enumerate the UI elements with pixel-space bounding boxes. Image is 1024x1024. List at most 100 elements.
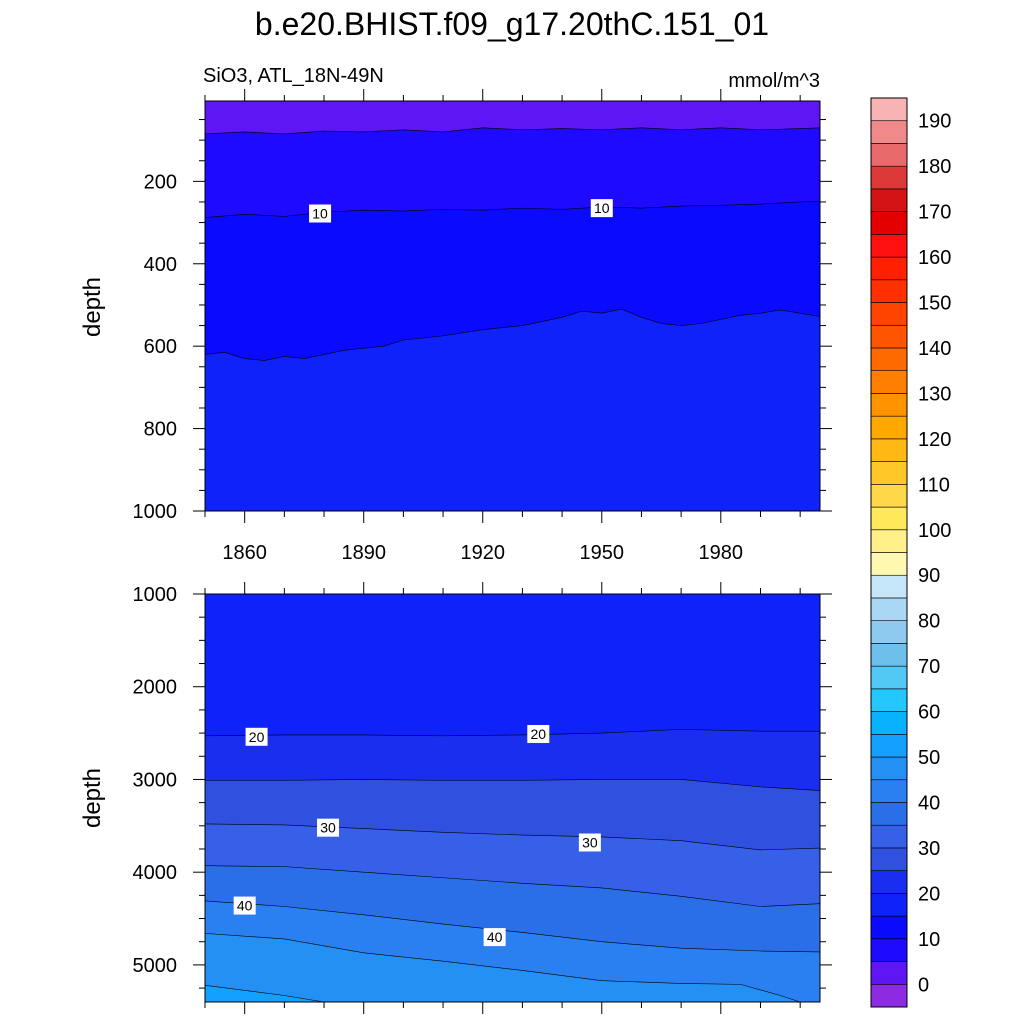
colorbar-tick-label: 180: [918, 156, 951, 178]
svg-text:10: 10: [594, 200, 610, 216]
colorbar-swatch: [870, 643, 908, 667]
y-tick-label: 2000: [133, 677, 178, 699]
colorbar-swatch: [870, 620, 908, 644]
colorbar-swatch: [870, 302, 908, 326]
colorbar-tick-label: 30: [918, 838, 940, 860]
svg-text:30: 30: [582, 835, 598, 851]
x-tick-label: 1950: [580, 542, 625, 564]
colorbar-swatch: [870, 665, 908, 690]
colorbar-swatch: [870, 779, 908, 803]
contour-band-45: [205, 933, 801, 1002]
colorbar-tick-label: 160: [918, 247, 951, 269]
colorbar-tick-label: 190: [918, 111, 951, 133]
colorbar-swatch: [870, 143, 908, 167]
colorbar: 0 10 20 30 40 50 60 70 80 90 100 110 120 130 140 150 160…: [870, 97, 951, 1008]
colorbar-tick-label: 90: [918, 565, 940, 587]
colorbar-tick-label: 130: [918, 383, 951, 405]
colorbar-swatch: [870, 484, 908, 508]
colorbar-swatch: [870, 938, 908, 962]
colorbar-swatch: [870, 847, 908, 871]
y-tick-label: 3000: [133, 769, 178, 791]
colorbar-swatch: [870, 256, 908, 281]
y-axis-label-upper: depth: [79, 277, 106, 337]
svg-text:10: 10: [312, 205, 328, 221]
colorbar-tick-label: 120: [918, 429, 951, 451]
colorbar-tick-label: 40: [918, 792, 940, 814]
colorbar-tick-label: 50: [918, 747, 940, 769]
contour-line-35: [205, 865, 820, 907]
colorbar-tick-label: 70: [918, 656, 940, 678]
colorbar-swatch: [870, 529, 908, 553]
colorbar-swatch: [870, 552, 908, 576]
colorbar-swatch: [870, 915, 908, 940]
colorbar-tick-label: 100: [918, 520, 951, 542]
svg-text:40: 40: [237, 898, 253, 914]
colorbar-swatch: [870, 370, 908, 394]
colorbar-swatch: [870, 165, 908, 190]
plot-frame: [204, 100, 821, 512]
colorbar-tick-label: 140: [918, 338, 951, 360]
y-tick-label: 600: [144, 336, 177, 358]
colorbar-tick-label: 0: [918, 974, 929, 996]
colorbar-swatch: [870, 188, 908, 212]
y-tick-label: 4000: [133, 862, 178, 884]
colorbar-swatch: [870, 893, 908, 917]
colorbar-swatch: [870, 574, 908, 599]
colorbar-swatch: [870, 983, 908, 1008]
colorbar-swatch: [870, 120, 908, 144]
contour-line-50: [205, 985, 325, 1002]
colorbar-swatch: [870, 347, 908, 372]
colorbar-frame: [870, 97, 908, 1008]
colorbar-tick-label: 60: [918, 702, 940, 724]
colorbar-swatch: [870, 733, 908, 758]
colorbar-swatch: [870, 211, 908, 235]
colorbar-swatch: [870, 961, 908, 985]
chart-title: b.e20.BHIST.f09_g17.20thC.151_01: [254, 6, 770, 42]
contour-line-15: [205, 308, 820, 361]
colorbar-swatch: [870, 393, 908, 417]
contour-band-15: [205, 309, 820, 511]
contour-label: 30: [578, 833, 601, 852]
contour-label: 40: [233, 896, 256, 915]
y-tick-label: 5000: [133, 955, 178, 977]
y-tick-label: 1000: [133, 501, 178, 523]
contour-line-5: [205, 127, 820, 135]
colorbar-swatch: [870, 802, 908, 826]
contour-line-25: [205, 779, 820, 791]
svg-text:20: 20: [531, 726, 547, 742]
colorbar-tick-label: 80: [918, 611, 940, 633]
x-tick-label: 1890: [341, 542, 386, 564]
x-tick-label: 1920: [460, 542, 505, 564]
units-label: mmol/m^3: [728, 70, 820, 92]
colorbar-tick-label: 110: [918, 474, 950, 496]
contour-label: 10: [309, 204, 332, 223]
colorbar-swatch: [870, 756, 908, 781]
contour-label: 20: [245, 727, 268, 746]
contour-label: 30: [317, 818, 339, 837]
y-tick-label: 200: [144, 171, 177, 193]
contour-line-30: [205, 823, 820, 851]
contour-label: 10: [590, 199, 613, 218]
colorbar-swatch: [870, 597, 908, 621]
colorbar-tick-label: 170: [918, 202, 951, 224]
colorbar-swatch: [870, 438, 908, 462]
colorbar-swatch: [870, 234, 908, 258]
colorbar-tick-label: 20: [918, 883, 940, 905]
contour-line-20: [205, 729, 820, 737]
colorbar-tick-label: 150: [918, 293, 951, 315]
contour-label: 20: [527, 725, 550, 744]
x-tick-label: 1860: [222, 542, 267, 564]
contour-line-45: [205, 933, 801, 1002]
x-tick-label: 1980: [699, 542, 744, 564]
y-tick-label: 800: [144, 419, 177, 441]
colorbar-swatch: [870, 824, 908, 849]
colorbar-swatch: [870, 97, 908, 122]
colorbar-swatch: [870, 870, 908, 894]
svg-text:30: 30: [320, 820, 336, 836]
plot-frame: [204, 593, 821, 1003]
colorbar-swatch: [870, 324, 908, 349]
contour-line-40: [205, 900, 820, 953]
contour-label: 40: [483, 928, 506, 947]
colorbar-swatch: [870, 279, 908, 303]
